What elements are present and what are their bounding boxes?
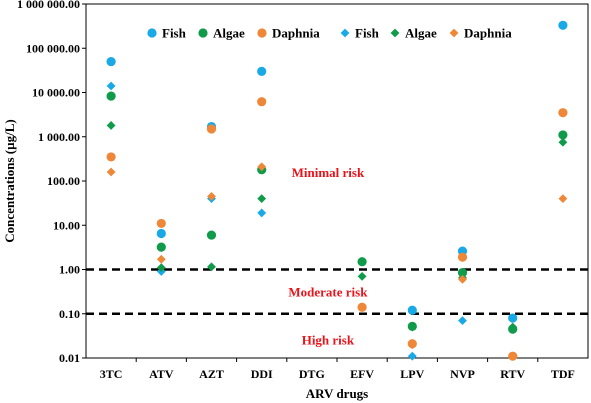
risk-annotation: Moderate risk <box>288 285 368 300</box>
data-point-diamond <box>207 191 216 201</box>
x-tick-label: TDF <box>551 367 575 381</box>
threshold-lines <box>86 268 588 315</box>
y-axis-ticks: 0.01 0.10 1.00 10.00 100.00 1 000.00 10 000.00… <box>17 0 86 365</box>
risk-annotation: High risk <box>302 332 355 347</box>
data-point-circle <box>357 257 367 267</box>
x-tick-label: AZT <box>199 367 224 381</box>
data-point-diamond <box>257 208 267 218</box>
y-tick-label: 100.00 <box>47 174 80 188</box>
data-point-diamond <box>508 322 518 332</box>
data-point-circle <box>206 230 217 240</box>
data-point-circle <box>508 313 518 323</box>
data-point-circle <box>156 242 166 252</box>
x-tick-label: DDI <box>251 367 273 381</box>
y-tick-label: 100 000.00 <box>26 41 80 55</box>
data-point-diamond <box>458 316 467 326</box>
legend-marker-circle <box>147 28 157 38</box>
data-point-diamond <box>106 121 116 130</box>
legend-marker-circle <box>198 28 208 38</box>
data-point-diamond <box>257 162 267 172</box>
data-point-circle <box>508 351 518 361</box>
data-point-circle <box>106 91 116 101</box>
legend: Fish Algae Daphnia Fish Algae Daphnia <box>147 26 512 41</box>
data-points <box>106 20 568 361</box>
data-point-diamond <box>558 137 568 147</box>
legend-entry-label: Daphnia <box>272 26 320 41</box>
legend-marker-diamond <box>449 28 459 38</box>
data-point-circle <box>558 108 568 118</box>
legend-marker-diamond <box>390 28 400 38</box>
data-point-diamond <box>357 302 367 312</box>
legend-entry-label: Algae <box>405 26 437 41</box>
legend-entry-label: Algae <box>213 26 245 41</box>
x-tick-label: 3TC <box>100 367 123 381</box>
data-point-circle <box>106 152 116 162</box>
legend-entry-label: Daphnia <box>464 26 512 41</box>
data-point-circle <box>257 97 267 107</box>
data-point-diamond <box>106 81 116 91</box>
data-point-circle <box>558 20 568 30</box>
data-point-circle <box>407 305 417 315</box>
y-tick-label: 1 000.00 <box>38 130 80 144</box>
x-axis-ticks: 3TC ATV AZT DDI DTG EFV LPV NVP RTV TDF <box>100 358 575 381</box>
legend-entry-label: Fish <box>162 26 187 41</box>
plot-area <box>85 3 589 359</box>
legend-marker-diamond <box>340 28 350 38</box>
data-point-circle <box>156 218 166 229</box>
y-tick-label: 1.00 <box>59 263 80 277</box>
y-tick-label: 0.01 <box>59 351 80 365</box>
x-tick-label: LPV <box>400 367 424 381</box>
y-tick-label: 1 000 000.00 <box>17 0 80 11</box>
legend-entry-label: Fish <box>355 26 380 41</box>
x-tick-label: NVP <box>450 367 475 381</box>
data-point-circle <box>558 130 568 140</box>
data-point-diamond <box>357 271 367 281</box>
data-point-circle <box>106 56 116 67</box>
y-axis-title: Concentrations (µg/L) <box>2 119 17 242</box>
legend-marker-circle <box>257 28 267 38</box>
x-axis-title: ARV drugs <box>306 386 369 401</box>
risk-annotation: Minimal risk <box>292 165 365 180</box>
data-point-diamond <box>156 263 166 273</box>
data-point-diamond <box>207 262 216 272</box>
data-point-diamond <box>407 340 417 350</box>
risk-annotations: Minimal risk Moderate risk High risk <box>288 165 368 347</box>
data-point-circle <box>257 66 267 76</box>
data-point-diamond <box>156 254 166 264</box>
data-point-diamond <box>458 274 467 284</box>
data-point-diamond <box>558 194 568 204</box>
x-tick-label: DTG <box>299 367 325 381</box>
data-point-diamond <box>407 351 417 361</box>
data-point-diamond <box>257 194 267 204</box>
y-tick-label: 10 000.00 <box>32 86 80 100</box>
y-tick-label: 10.00 <box>53 218 80 232</box>
data-point-circle <box>457 268 468 278</box>
data-point-circle <box>156 228 166 239</box>
x-tick-label: EFV <box>350 367 374 381</box>
data-point-diamond <box>407 322 417 332</box>
y-tick-label: 0.10 <box>59 307 80 321</box>
x-tick-label: RTV <box>500 367 525 381</box>
data-point-diamond <box>106 167 116 177</box>
x-tick-label: ATV <box>149 367 174 381</box>
data-point-circle <box>457 252 468 262</box>
data-point-circle <box>206 124 217 134</box>
